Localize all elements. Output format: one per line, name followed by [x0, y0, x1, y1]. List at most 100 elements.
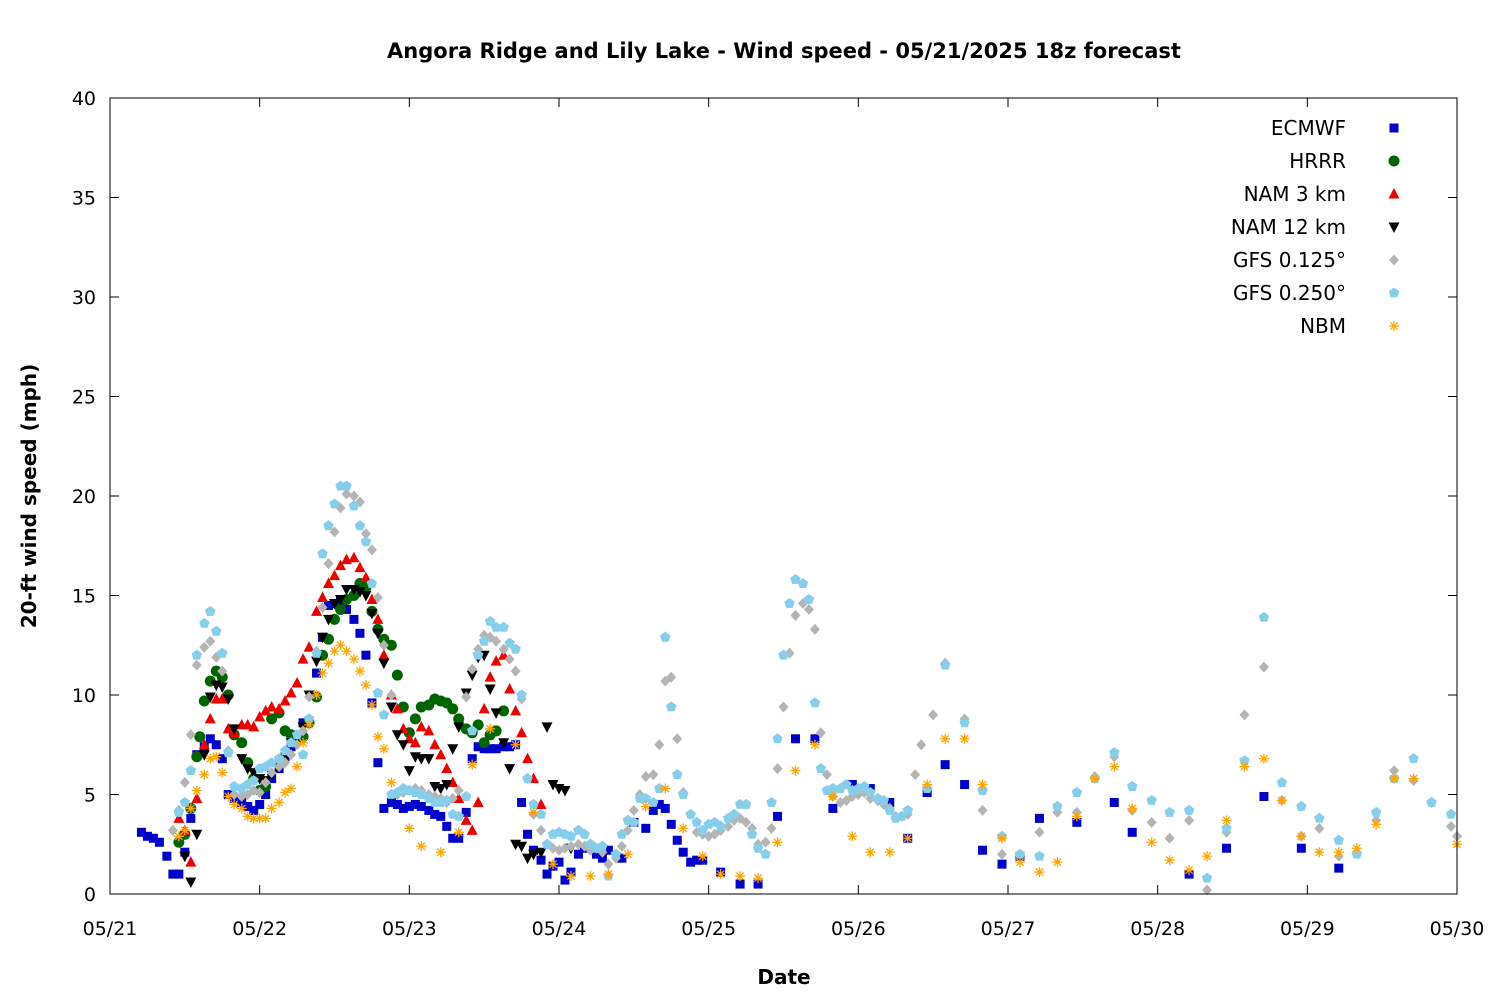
- data-point: [1276, 777, 1288, 787]
- data-point: [859, 781, 870, 791]
- data-point: [242, 764, 254, 775]
- data-point: [617, 853, 627, 863]
- y-tick-label: 25: [72, 387, 96, 409]
- data-point: [229, 799, 240, 810]
- data-point: [216, 692, 228, 704]
- data-point: [591, 849, 601, 859]
- data-point: [536, 855, 546, 865]
- x-tick-label: 05/29: [1280, 918, 1335, 940]
- data-point: [772, 733, 783, 744]
- data-point: [1184, 865, 1195, 876]
- data-point: [1351, 843, 1362, 854]
- data-point: [205, 635, 216, 647]
- data-point: [142, 831, 152, 841]
- data-point: [366, 578, 378, 588]
- data-point: [360, 680, 371, 691]
- data-point: [360, 591, 372, 602]
- data-point: [517, 797, 527, 807]
- data-point: [1202, 851, 1213, 862]
- data-point: [222, 694, 234, 705]
- y-tick-label: 40: [72, 88, 96, 110]
- data-point: [391, 669, 403, 681]
- data-point: [790, 734, 800, 744]
- data-point: [1258, 753, 1269, 764]
- data-point: [939, 659, 951, 670]
- data-point: [361, 650, 371, 660]
- data-point: [940, 760, 950, 770]
- data-point: [772, 837, 783, 848]
- data-point: [266, 803, 277, 814]
- data-point: [466, 824, 478, 835]
- data-point: [317, 668, 328, 679]
- data-point: [528, 807, 539, 818]
- data-point: [341, 604, 351, 614]
- data-point: [1239, 709, 1250, 721]
- data-point: [317, 601, 328, 613]
- data-point: [378, 649, 390, 660]
- x-tick-label: 05/22: [232, 918, 287, 940]
- data-point: [372, 613, 384, 624]
- data-point: [372, 731, 383, 742]
- data-point: [311, 647, 322, 658]
- data-point: [222, 722, 234, 734]
- data-point: [311, 690, 322, 700]
- data-point: [528, 849, 540, 861]
- data-point: [510, 665, 521, 677]
- data-point: [416, 789, 427, 799]
- data-point: [1089, 773, 1100, 784]
- data-point: [760, 836, 771, 848]
- data-point: [378, 709, 390, 720]
- data-point: [378, 633, 390, 645]
- data-point: [223, 791, 234, 802]
- data-point: [323, 577, 335, 589]
- y-tick-label: 0: [84, 884, 96, 906]
- data-point: [416, 841, 427, 852]
- data-point: [1127, 827, 1137, 837]
- data-point: [648, 805, 658, 815]
- series-nbm: [173, 640, 1462, 884]
- data-point: [360, 528, 371, 540]
- data-point: [490, 655, 502, 666]
- data-point: [884, 847, 895, 858]
- data-point: [334, 559, 346, 571]
- data-point: [728, 808, 740, 819]
- data-point: [516, 726, 528, 738]
- data-point: [211, 625, 222, 636]
- data-point: [810, 734, 820, 744]
- data-point: [285, 737, 297, 748]
- data-point: [1239, 761, 1250, 772]
- legend-item-gfs-0-250: GFS 0.250°: [1233, 281, 1400, 305]
- data-point: [472, 719, 484, 731]
- data-point: [254, 710, 266, 722]
- data-point: [173, 812, 185, 823]
- y-axis-label: 20-ft wind speed (mph): [17, 364, 41, 629]
- data-point: [997, 848, 1008, 860]
- data-point: [205, 734, 215, 744]
- data-point: [229, 789, 240, 800]
- data-point: [329, 498, 340, 509]
- data-point: [291, 677, 303, 688]
- data-point: [211, 751, 222, 762]
- data-point: [391, 730, 403, 741]
- data-point: [409, 736, 421, 748]
- data-point: [378, 639, 389, 651]
- data-point: [1146, 837, 1157, 848]
- data-point: [191, 649, 202, 660]
- data-point: [194, 731, 206, 743]
- data-point: [1370, 806, 1382, 817]
- data-point: [454, 833, 464, 843]
- data-point: [461, 791, 472, 801]
- data-point: [478, 737, 490, 749]
- data-point: [403, 766, 415, 777]
- chart-title: Angora Ridge and Lily Lake - Wind speed …: [387, 39, 1181, 63]
- data-point: [1258, 661, 1269, 673]
- data-point: [778, 649, 789, 660]
- data-point: [1072, 817, 1082, 827]
- data-point: [254, 813, 265, 824]
- data-point: [292, 761, 303, 772]
- data-point: [510, 643, 521, 654]
- data-point: [916, 739, 927, 751]
- data-point: [535, 847, 547, 859]
